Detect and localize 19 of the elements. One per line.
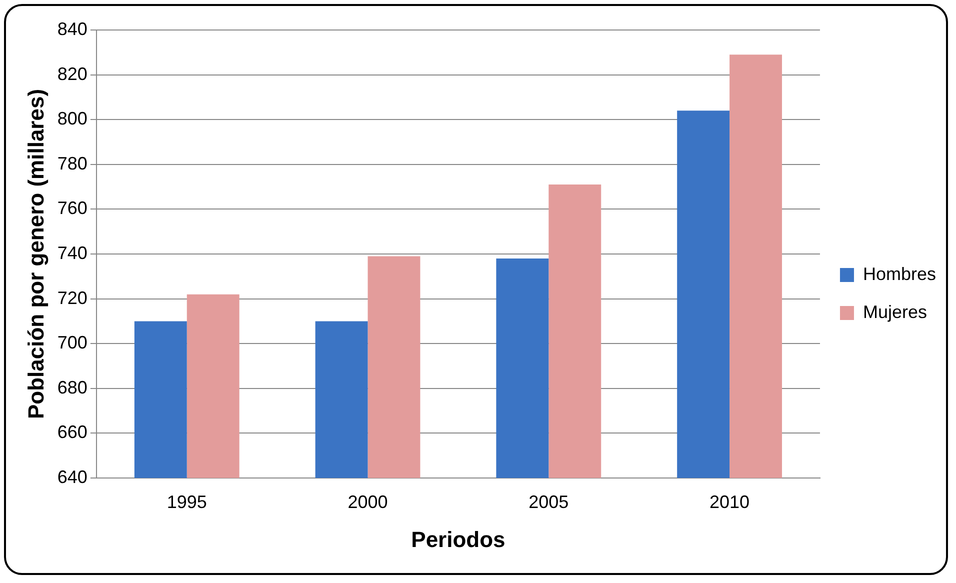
x-tick-label: 2005 [528,492,569,512]
y-axis-title: Población por genero (millares) [23,88,48,420]
y-tick-label: 700 [57,332,88,353]
x-tick-label: 2010 [710,492,750,512]
legend-label: Mujeres [862,302,928,322]
y-tick-label: 720 [57,288,88,308]
legend-label: Hombres [862,264,936,284]
y-tick-label: 780 [57,153,88,174]
y-tick-label: 640 [57,466,88,487]
y-tick-label: 840 [57,18,88,39]
x-axis-title: Periodos [411,526,506,552]
x-tick-label: 1995 [166,492,207,512]
x-tick-label: 2000 [348,492,388,512]
y-tick-label: 680 [57,377,88,398]
y-tick-label: 740 [57,242,88,263]
y-tick-label: 800 [57,108,88,129]
y-tick-label: 660 [57,422,88,442]
y-tick-label: 760 [57,198,88,218]
y-tick-label: 820 [57,64,88,84]
